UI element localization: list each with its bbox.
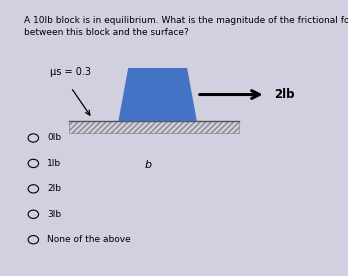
Text: None of the above: None of the above bbox=[47, 235, 131, 244]
Text: b: b bbox=[144, 160, 151, 170]
Text: 1lb: 1lb bbox=[47, 159, 61, 168]
Text: 2lb: 2lb bbox=[274, 88, 294, 101]
Text: 3lb: 3lb bbox=[47, 210, 61, 219]
Polygon shape bbox=[118, 68, 197, 121]
Text: 2lb: 2lb bbox=[47, 184, 61, 193]
Text: 0lb: 0lb bbox=[47, 134, 61, 142]
Text: μs = 0.3: μs = 0.3 bbox=[50, 67, 91, 77]
Text: A 10lb block is in equilibrium. What is the magnitude of the frictional force
be: A 10lb block is in equilibrium. What is … bbox=[24, 16, 348, 37]
